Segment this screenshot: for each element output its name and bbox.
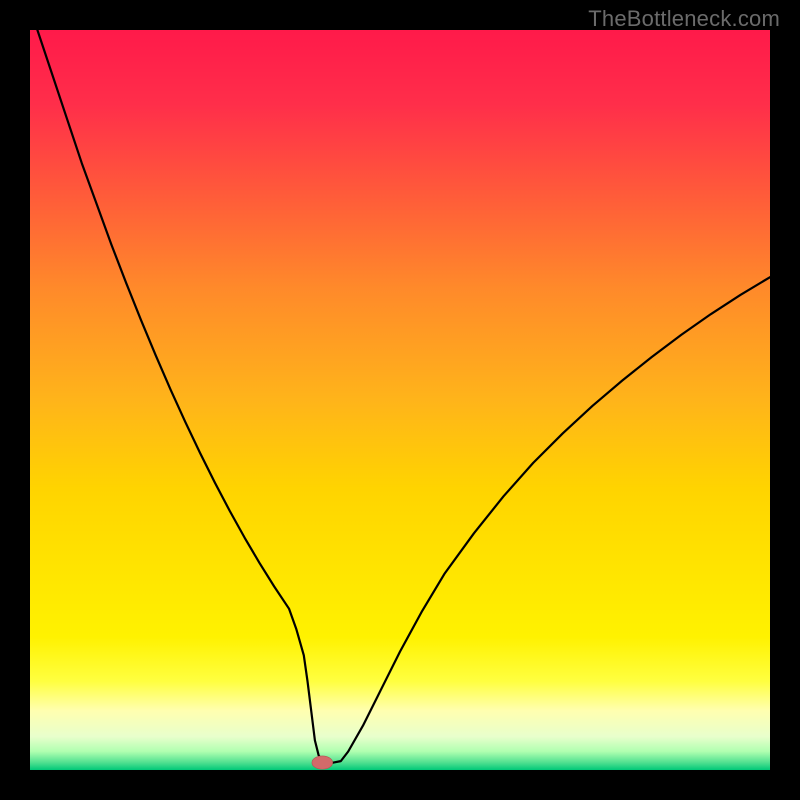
watermark-text: TheBottleneck.com [588,6,780,32]
plot-area [30,30,770,770]
minimum-marker [312,756,333,769]
gradient-background [30,30,770,770]
bottleneck-curve-chart [30,30,770,770]
chart-outer-frame: TheBottleneck.com [0,0,800,800]
